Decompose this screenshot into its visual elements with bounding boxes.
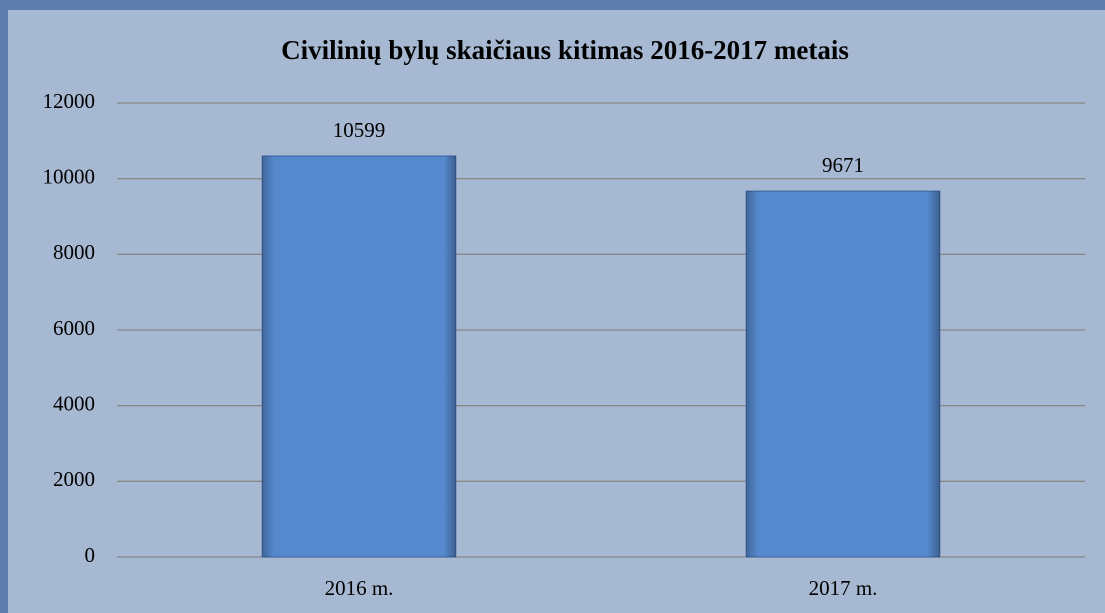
x-tick-label: 2017 m. [809, 576, 878, 600]
bar [745, 190, 941, 558]
y-tick-label: 0 [85, 543, 96, 567]
y-tick-label: 2000 [53, 467, 95, 491]
y-tick-label: 8000 [53, 240, 95, 264]
chart-area [8, 10, 1105, 613]
bar [261, 155, 457, 558]
data-label: 9671 [822, 153, 864, 177]
y-tick-label: 6000 [53, 316, 95, 340]
y-tick-label: 10000 [43, 164, 96, 188]
y-tick-label: 12000 [43, 89, 96, 113]
y-tick-label: 4000 [53, 391, 95, 415]
chart-title: Civilinių bylų skaičiaus kitimas 2016-20… [281, 35, 849, 65]
data-label: 10599 [333, 118, 386, 142]
x-tick-label: 2016 m. [325, 576, 394, 600]
